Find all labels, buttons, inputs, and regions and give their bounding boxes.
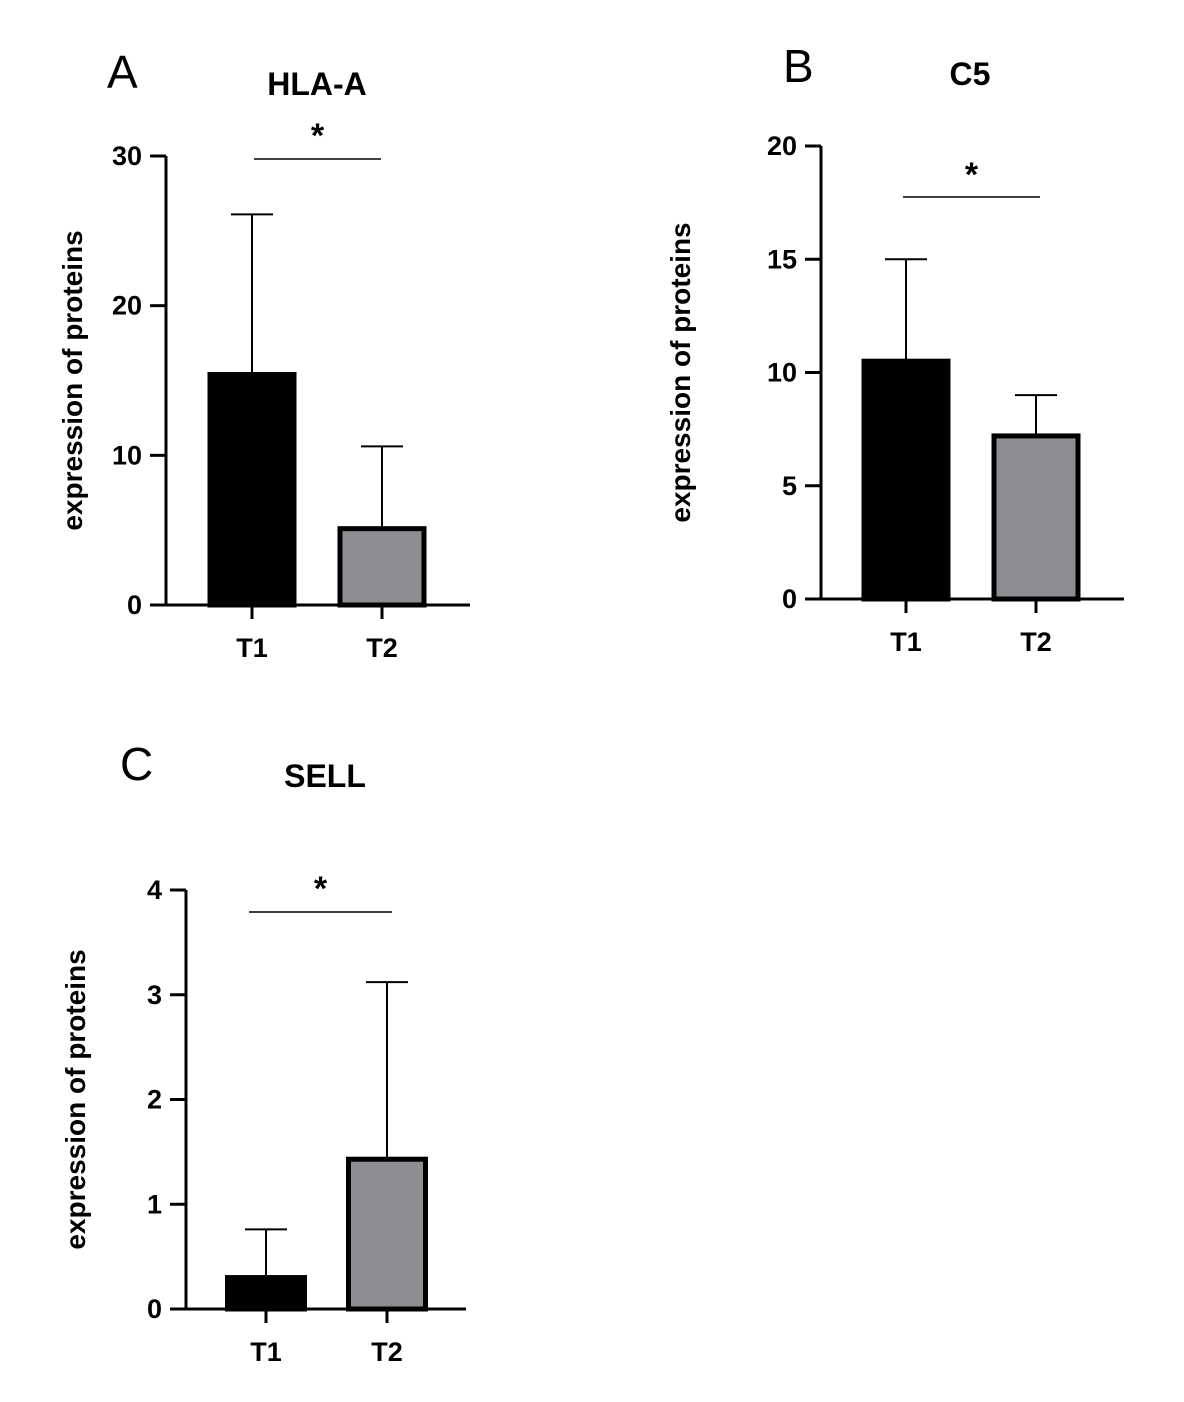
chart-1-y-tick-label-15: 15 — [767, 244, 797, 274]
chart-0-y-tick-label-10: 10 — [112, 440, 142, 470]
chart-2-y-tick-label-3: 3 — [147, 980, 162, 1010]
chart-0-title: HLA-A — [267, 66, 367, 102]
chart-0-y-tick-label-0: 0 — [127, 590, 142, 620]
chart-1-title: C5 — [950, 56, 991, 92]
chart-2-y-tick-label-1: 1 — [147, 1189, 162, 1219]
chart-1-y-axis-label: expression of proteins — [665, 222, 696, 522]
chart-2-x-label-T1: T1 — [250, 1337, 282, 1367]
chart-0-y-tick-label-20: 20 — [112, 291, 142, 321]
chart-0-y-axis-label: expression of proteins — [57, 230, 88, 530]
panel-a: A HLA-A expression of proteins T1 T2 0 10 20 30 * — [57, 46, 470, 663]
panel-b: B C5 expression of proteins T1 T2 0 5 10 15 20 * — [665, 40, 1124, 657]
chart-0-y-tick-label-30: 30 — [112, 141, 142, 171]
chart-2-x-label-T2: T2 — [371, 1337, 403, 1367]
chart-2-y-tick-label-2: 2 — [147, 1085, 162, 1115]
chart-1-x-label-T1: T1 — [890, 627, 922, 657]
chart-2-bar-T1 — [225, 1275, 307, 1312]
chart-1-y-tick-label-10: 10 — [767, 358, 797, 388]
chart-0-panel-letter: A — [107, 46, 138, 98]
chart-1-significance-star: * — [965, 156, 979, 194]
chart-1-y-tick-label-20: 20 — [767, 131, 797, 161]
panel-c: C SELL expression of proteins T1 T2 0 1 2 3 4 * — [60, 738, 466, 1367]
chart-1-y-tick-label-0: 0 — [782, 584, 797, 614]
chart-2-y-axis-label: expression of proteins — [60, 949, 91, 1249]
chart-1-bar-T1 — [861, 358, 951, 602]
chart-2-title: SELL — [284, 758, 366, 794]
chart-2-y-tick-label-4: 4 — [147, 875, 162, 905]
chart-0-bar-T1 — [207, 372, 297, 608]
chart-2-bar-T2 — [346, 1156, 428, 1312]
chart-0-significance-star: * — [311, 117, 325, 155]
chart-1-panel-letter: B — [783, 40, 814, 92]
chart-1-x-label-T2: T2 — [1020, 627, 1052, 657]
chart-0-x-label-T1: T1 — [236, 633, 268, 663]
chart-1-y-tick-label-5: 5 — [782, 471, 797, 501]
chart-2-y-tick-label-0: 0 — [147, 1294, 162, 1324]
chart-2-significance-star: * — [314, 870, 328, 908]
chart-1-bar-T2 — [991, 433, 1081, 602]
chart-0-bar-T2 — [337, 526, 427, 608]
chart-2-panel-letter: C — [120, 738, 153, 790]
chart-0-x-label-T2: T2 — [366, 633, 398, 663]
